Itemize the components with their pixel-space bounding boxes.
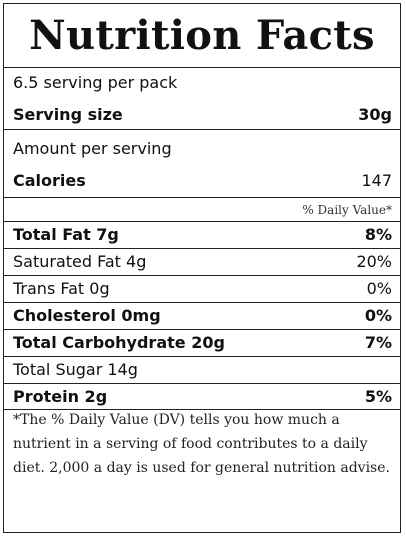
amount-per-serving: Amount per serving [13, 138, 172, 158]
nutrient-row: Total Sugar 14g [4, 357, 400, 382]
nutrient-daily-value: 7% [364, 333, 392, 352]
serving-size-label: Serving size [13, 104, 123, 124]
nutrient-name: Total Carbohydrate 20g [13, 333, 225, 352]
calories-value: 147 [361, 170, 392, 190]
divider [4, 329, 400, 330]
calories-label: Calories [13, 170, 86, 190]
label-title: Nutrition Facts [4, 4, 400, 68]
divider [4, 409, 400, 410]
nutrient-name: Total Fat 7g [13, 225, 119, 244]
nutrient-daily-value: 0% [366, 279, 392, 298]
nutrient-name: Protein 2g [13, 387, 108, 406]
serving-size-row: Serving size 30g [4, 100, 400, 128]
divider [4, 383, 400, 384]
nutrient-row: Total Carbohydrate 20g 7% [4, 330, 400, 355]
divider [4, 275, 400, 276]
nutrient-name: Saturated Fat 4g [13, 252, 147, 271]
nutrient-name: Cholesterol 0mg [13, 306, 161, 325]
daily-value-footnote: *The % Daily Value (DV) tells you how mu… [13, 412, 390, 476]
servings-per-pack-row: 6.5 serving per pack [4, 70, 400, 94]
divider [4, 197, 400, 198]
calories-row: Calories 147 [4, 166, 400, 194]
nutrient-row: Saturated Fat 4g 20% [4, 249, 400, 274]
daily-value-header: % Daily Value* [302, 203, 392, 217]
servings-per-pack: 6.5 serving per pack [13, 72, 178, 92]
nutrient-daily-value: 0% [364, 306, 392, 325]
nutrient-daily-value: 5% [364, 387, 392, 406]
divider [4, 129, 400, 130]
serving-size-value: 30g [358, 104, 392, 124]
divider [4, 302, 400, 303]
nutrient-daily-value: 20% [356, 252, 392, 271]
divider [4, 248, 400, 249]
divider [4, 356, 400, 357]
nutrient-row: Total Fat 7g 8% [4, 222, 400, 247]
divider [4, 221, 400, 222]
nutrient-name: Total Sugar 14g [13, 360, 138, 379]
nutrition-facts-label: Nutrition Facts 6.5 serving per pack Ser… [3, 3, 401, 533]
nutrient-name: Trans Fat 0g [13, 279, 110, 298]
nutrient-row: Protein 2g 5% [4, 384, 400, 409]
amount-per-serving-row: Amount per serving [4, 134, 400, 162]
nutrient-row: Trans Fat 0g 0% [4, 276, 400, 301]
nutrient-row: Cholesterol 0mg 0% [4, 303, 400, 328]
nutrient-daily-value: 8% [364, 225, 392, 244]
